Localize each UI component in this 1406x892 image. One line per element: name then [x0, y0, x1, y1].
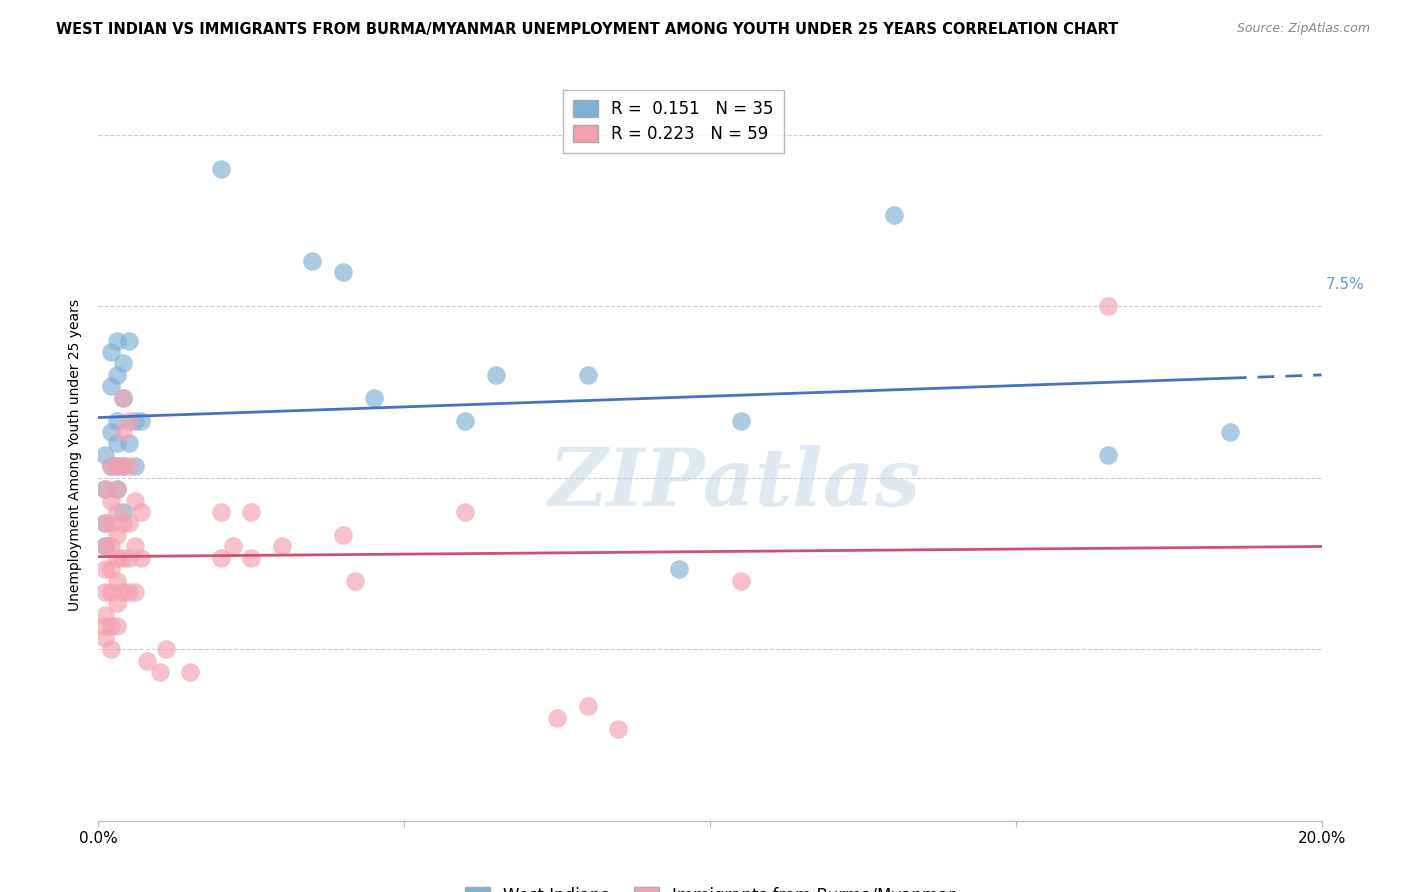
Point [179, 665, 201, 679]
Point [209, 162, 232, 177]
Point [301, 253, 323, 268]
Point [105, 482, 128, 496]
Point [93, 539, 115, 553]
Text: WEST INDIAN VS IMMIGRANTS FROM BURMA/MYANMAR UNEMPLOYMENT AMONG YOUTH UNDER 25 Y: WEST INDIAN VS IMMIGRANTS FROM BURMA/MYA… [56, 22, 1119, 37]
Point [730, 414, 752, 428]
Point [105, 436, 128, 450]
Point [118, 414, 141, 428]
Point [93, 516, 115, 531]
Point [105, 574, 128, 588]
Point [111, 550, 134, 565]
Point [149, 665, 172, 679]
Point [270, 539, 292, 553]
Point [118, 585, 141, 599]
Point [100, 516, 122, 531]
Point [100, 459, 122, 474]
Point [1097, 299, 1119, 313]
Point [1219, 425, 1241, 439]
Point [118, 550, 141, 565]
Point [668, 562, 690, 576]
Point [118, 436, 141, 450]
Point [93, 631, 115, 645]
Point [607, 723, 630, 737]
Point [730, 574, 752, 588]
Point [546, 711, 568, 725]
Point [105, 334, 128, 348]
Point [105, 619, 128, 633]
Point [111, 585, 134, 599]
Point [93, 482, 115, 496]
Point [155, 642, 177, 657]
Point [209, 550, 232, 565]
Point [111, 459, 134, 474]
Point [111, 391, 134, 405]
Point [576, 699, 599, 714]
Text: Source: ZipAtlas.com: Source: ZipAtlas.com [1237, 22, 1371, 36]
Point [124, 539, 146, 553]
Point [105, 459, 128, 474]
Point [124, 585, 146, 599]
Point [576, 368, 599, 382]
Point [124, 493, 146, 508]
Point [93, 448, 115, 462]
Point [93, 585, 115, 599]
Point [100, 493, 122, 508]
Point [105, 550, 128, 565]
Point [105, 482, 128, 496]
Text: 7.5%: 7.5% [1326, 277, 1364, 293]
Legend: R =  0.151   N = 35, R = 0.223   N = 59: R = 0.151 N = 35, R = 0.223 N = 59 [562, 90, 783, 153]
Point [111, 459, 134, 474]
Point [129, 505, 152, 519]
Point [105, 414, 128, 428]
Point [454, 414, 477, 428]
Point [883, 208, 905, 222]
Point [111, 391, 134, 405]
Point [240, 550, 263, 565]
Point [118, 459, 141, 474]
Point [93, 539, 115, 553]
Point [454, 505, 477, 519]
Point [93, 562, 115, 576]
Point [93, 482, 115, 496]
Point [240, 505, 263, 519]
Point [105, 368, 128, 382]
Point [100, 619, 122, 633]
Point [344, 574, 367, 588]
Point [105, 459, 128, 474]
Point [129, 550, 152, 565]
Point [332, 265, 354, 279]
Point [111, 356, 134, 371]
Point [100, 345, 122, 359]
Point [100, 642, 122, 657]
Point [93, 516, 115, 531]
Point [100, 459, 122, 474]
Point [105, 528, 128, 542]
Point [100, 585, 122, 599]
Point [1097, 448, 1119, 462]
Point [100, 562, 122, 576]
Point [118, 334, 141, 348]
Point [93, 619, 115, 633]
Point [93, 607, 115, 622]
Text: ZIPatlas: ZIPatlas [548, 445, 921, 523]
Point [105, 597, 128, 611]
Point [485, 368, 508, 382]
Point [111, 516, 134, 531]
Point [100, 379, 122, 393]
Point [136, 654, 159, 668]
Point [129, 414, 152, 428]
Point [124, 414, 146, 428]
Point [209, 505, 232, 519]
Point [111, 425, 134, 439]
Point [105, 505, 128, 519]
Point [332, 528, 354, 542]
Point [111, 505, 134, 519]
Point [100, 425, 122, 439]
Point [222, 539, 245, 553]
Point [124, 459, 146, 474]
Point [100, 539, 122, 553]
Y-axis label: Unemployment Among Youth under 25 years: Unemployment Among Youth under 25 years [69, 299, 83, 611]
Point [363, 391, 385, 405]
Point [118, 516, 141, 531]
